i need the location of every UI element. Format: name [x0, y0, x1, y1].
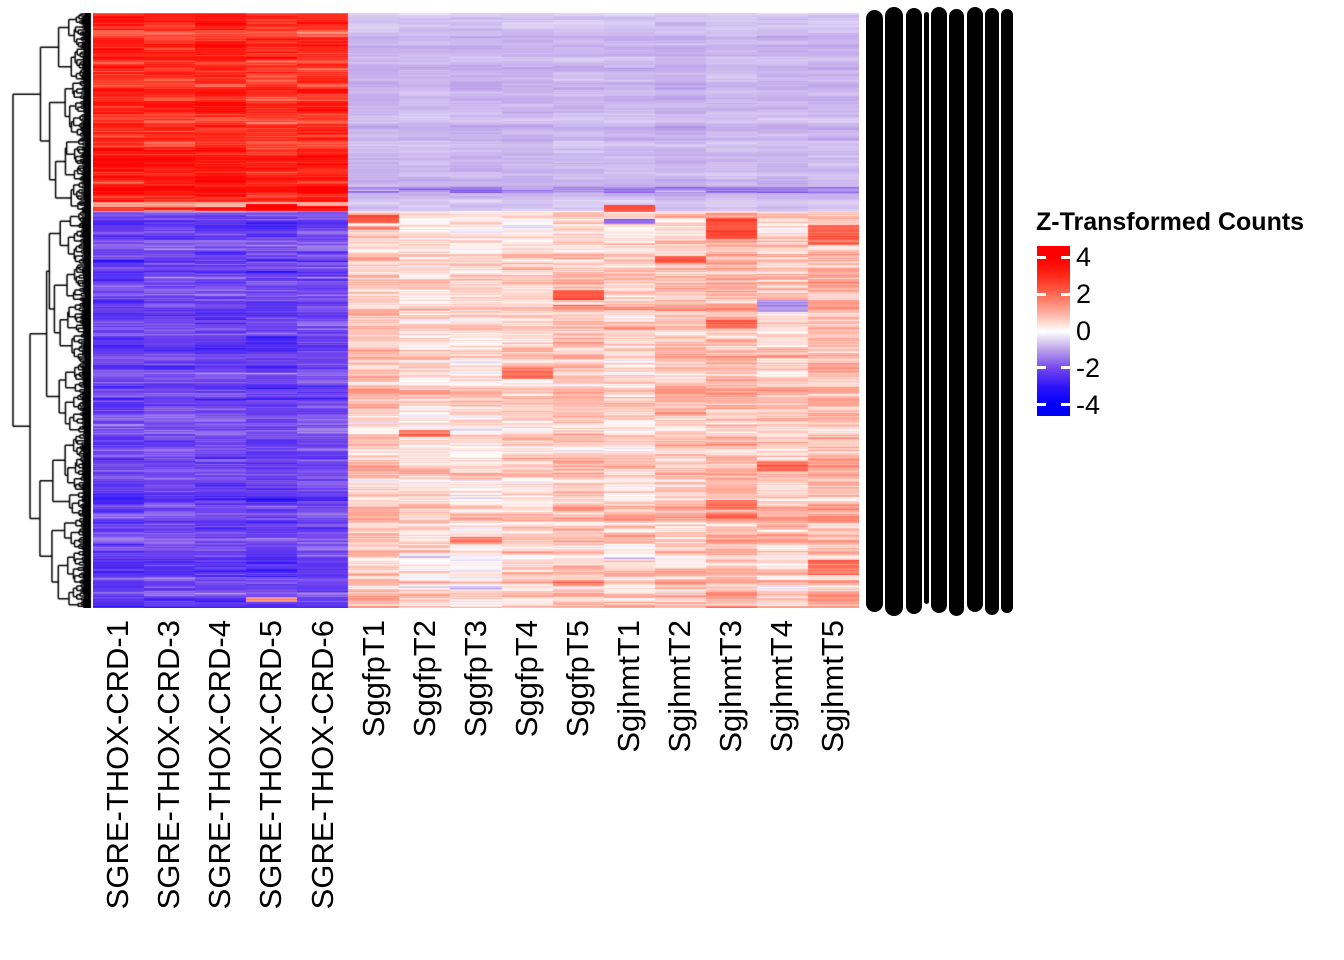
column-label-SGRE-THOX-CRD-5: SGRE-THOX-CRD-5: [246, 620, 297, 940]
column-label-SggfpT1: SggfpT1: [348, 620, 399, 940]
column-label-SgjhmtT2: SgjhmtT2: [655, 620, 706, 940]
legend-tick-label-0: 0: [1076, 316, 1092, 346]
column-label-SgjhmtT4: SgjhmtT4: [757, 620, 808, 940]
column-label-SGRE-THOX-CRD-4: SGRE-THOX-CRD-4: [195, 620, 246, 940]
column-label-text: SggfpT2: [406, 620, 442, 738]
column-label-SgjhmtT5: SgjhmtT5: [808, 620, 859, 940]
column-label-text: SGRE-THOX-CRD-5: [253, 620, 289, 910]
column-label-text: SGRE-THOX-CRD-6: [304, 620, 340, 910]
legend-tick-mark: [1061, 293, 1070, 296]
column-label-text: SggfpT3: [457, 620, 493, 738]
column-label-text: SGRE-THOX-CRD-3: [151, 620, 187, 910]
heatmap-canvas: [93, 13, 859, 608]
column-label-text: SggfpT4: [508, 620, 544, 738]
legend-tick-mark: [1061, 403, 1070, 406]
column-label-SGRE-THOX-CRD-6: SGRE-THOX-CRD-6: [297, 620, 348, 940]
column-label-SggfpT2: SggfpT2: [399, 620, 450, 940]
legend-tick-mark: [1037, 366, 1046, 369]
legend-tick-mark: [1037, 403, 1046, 406]
legend-tick-mark: [1061, 330, 1070, 333]
row-label-bar: [985, 8, 999, 615]
column-label-text: SgjhmtT5: [815, 620, 851, 753]
column-label-SggfpT3: SggfpT3: [450, 620, 501, 940]
column-label-SGRE-THOX-CRD-1: SGRE-THOX-CRD-1: [93, 620, 144, 940]
row-label-bar: [906, 8, 922, 614]
legend-tick-mark: [1061, 256, 1070, 259]
column-label-text: SggfpT1: [355, 620, 391, 738]
row-label-bar: [866, 10, 883, 612]
legend-title: Z-Transformed Counts: [1036, 208, 1305, 236]
legend-tick-label--2: -2: [1076, 353, 1101, 383]
column-label-text: SgjhmtT4: [764, 620, 800, 753]
column-label-text: SGRE-THOX-CRD-4: [202, 620, 238, 910]
column-label-text: SGRE-THOX-CRD-1: [100, 620, 136, 910]
column-label-text: SggfpT5: [559, 620, 595, 738]
row-label-bar: [931, 7, 947, 613]
row-label-bar: [885, 7, 903, 616]
row-label-bar: [924, 12, 929, 604]
column-label-SgjhmtT1: SgjhmtT1: [604, 620, 655, 940]
legend-tick-mark: [1037, 256, 1046, 259]
column-label-SgjhmtT3: SgjhmtT3: [706, 620, 757, 940]
row-label-bar: [967, 7, 983, 612]
column-label-text: SgjhmtT1: [610, 620, 646, 753]
column-label-text: SgjhmtT2: [661, 620, 697, 753]
legend-tick-label-2: 2: [1076, 279, 1092, 309]
row-dendrogram: [8, 13, 92, 608]
column-label-SggfpT5: SggfpT5: [553, 620, 604, 940]
legend-tick-mark: [1037, 293, 1046, 296]
legend-tick-label-4: 4: [1076, 242, 1092, 272]
row-label-bar: [949, 9, 964, 616]
column-label-SGRE-THOX-CRD-3: SGRE-THOX-CRD-3: [144, 620, 195, 940]
legend-tick-label--4: -4: [1076, 390, 1101, 420]
column-label-text: SgjhmtT3: [713, 620, 749, 753]
column-label-SggfpT4: SggfpT4: [502, 620, 553, 940]
legend-tick-mark: [1037, 330, 1046, 333]
row-label-bar: [1001, 9, 1013, 613]
legend-tick-mark: [1061, 366, 1070, 369]
